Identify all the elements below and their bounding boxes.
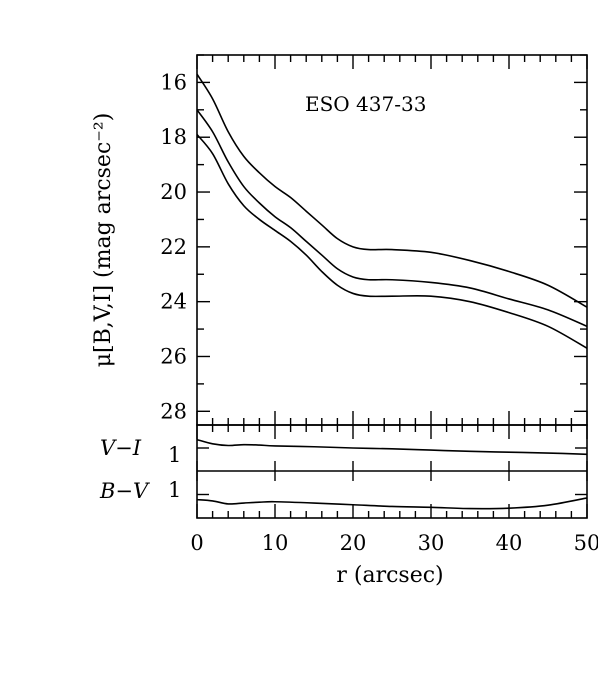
y-tick-label: 18 bbox=[160, 125, 187, 149]
color-profiles bbox=[196, 438, 588, 510]
i-band-profile bbox=[196, 133, 588, 349]
vi-label: V−I bbox=[100, 436, 142, 460]
vi-color-profile bbox=[196, 438, 588, 456]
y-tick-labels: 16 18 20 22 24 26 28 bbox=[160, 70, 187, 423]
galaxy-name: ESO 437-33 bbox=[305, 92, 426, 116]
x-tick-label: 40 bbox=[496, 531, 523, 555]
x-tick-label: 20 bbox=[340, 531, 367, 555]
color-panel-ticks bbox=[196, 425, 588, 518]
x-tick-labels: 0 10 20 30 40 50 bbox=[190, 531, 598, 555]
surface-brightness-profiles bbox=[196, 73, 588, 349]
y-tick-label: 24 bbox=[160, 290, 187, 314]
x-tick-label: 10 bbox=[262, 531, 289, 555]
color-index-panel: V−I 1 B−V 1 bbox=[99, 424, 588, 519]
x-tick-label: 0 bbox=[190, 531, 203, 555]
x-axis-title: r (arcsec) bbox=[336, 563, 443, 588]
vi-tick-label: 1 bbox=[168, 443, 181, 467]
bv-label: B−V bbox=[99, 479, 150, 503]
main-panel-ticks bbox=[196, 54, 588, 425]
y-axis-title: μ[B,V,I] (mag arcsec⁻²) bbox=[91, 113, 116, 368]
y-tick-label: 22 bbox=[160, 235, 187, 259]
y-tick-label: 16 bbox=[160, 70, 187, 94]
surface-brightness-panel: 16 18 20 22 24 26 28 ESO 437-33 bbox=[160, 54, 588, 426]
x-tick-label: 30 bbox=[418, 531, 445, 555]
y-tick-label: 28 bbox=[160, 399, 187, 423]
bv-tick-label: 1 bbox=[168, 478, 181, 502]
v-band-profile bbox=[196, 109, 588, 328]
y-tick-label: 20 bbox=[160, 180, 187, 204]
x-tick-label: 50 bbox=[574, 531, 598, 555]
b-band-profile bbox=[196, 73, 588, 308]
bv-color-profile bbox=[196, 497, 588, 510]
y-tick-label: 26 bbox=[160, 344, 187, 368]
